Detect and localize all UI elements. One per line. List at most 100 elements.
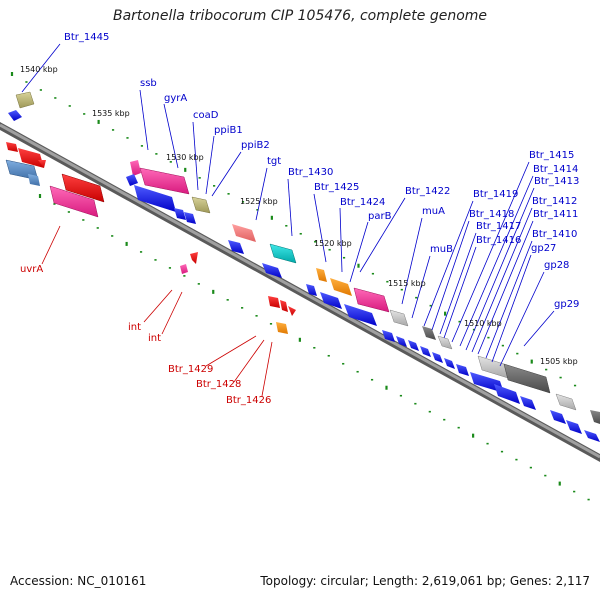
callout-line <box>443 246 477 339</box>
gene-tgt-arrow[interactable] <box>228 240 244 254</box>
callout-line <box>439 232 477 335</box>
gene-rev-salmon[interactable] <box>232 224 256 242</box>
gene-ssb[interactable] <box>130 160 141 176</box>
callout-line <box>161 291 183 335</box>
gene-label[interactable]: Btr_1429 <box>168 364 213 375</box>
gene-label[interactable]: gp29 <box>554 299 579 310</box>
gene-phage-arrow-d[interactable] <box>420 346 431 357</box>
gene-gyrA-arrow[interactable] <box>134 185 176 212</box>
gene-ppiB1-arrow[interactable] <box>174 208 186 220</box>
gene-parB[interactable] <box>353 287 390 313</box>
gene-rev-c[interactable] <box>38 160 46 168</box>
callout-line <box>477 220 534 355</box>
gene-tail[interactable] <box>590 410 600 424</box>
gene-label[interactable]: Btr_1417 <box>476 221 521 232</box>
gene-parB-arrow[interactable] <box>344 304 377 326</box>
gene-label[interactable]: tgt <box>267 156 281 167</box>
gene-phage-arrow-k[interactable] <box>550 410 566 424</box>
gene-label[interactable]: ppiB1 <box>214 125 243 136</box>
gene-phage-arrow-f[interactable] <box>444 358 455 369</box>
gene-label[interactable]: Btr_1410 <box>532 229 577 240</box>
gene-rev-b[interactable] <box>18 148 44 168</box>
gene-label[interactable]: Btr_1411 <box>533 209 578 220</box>
gene-int-1[interactable] <box>180 264 188 274</box>
gene-phage-arrow-a[interactable] <box>382 330 395 342</box>
gene-label[interactable]: Btr_1426 <box>226 395 271 406</box>
gene-label[interactable]: ssb <box>140 78 157 89</box>
gene-gp29[interactable] <box>555 393 577 411</box>
gene-btr1426[interactable] <box>276 322 288 334</box>
gene-label[interactable]: Btr_1428 <box>196 379 241 390</box>
gene-phage-arrow-c[interactable] <box>408 340 419 351</box>
gene-btr1445-arrow[interactable] <box>8 110 22 121</box>
gene-label[interactable]: Btr_1419 <box>473 189 518 200</box>
gene-btr1422[interactable] <box>389 309 409 327</box>
gene-label[interactable]: Btr_1445 <box>64 32 109 43</box>
gene-label[interactable]: Btr_1422 <box>405 186 450 197</box>
gene-phage-arrow-g[interactable] <box>456 364 469 376</box>
callout-line <box>21 43 61 93</box>
callout-line <box>139 89 149 151</box>
gene-btr1430-arrow[interactable] <box>262 263 282 278</box>
gene-label[interactable]: Btr_1425 <box>314 182 359 193</box>
gene-btr1428b[interactable] <box>288 306 296 316</box>
gene-label[interactable]: gp27 <box>531 243 556 254</box>
gene-label[interactable]: int <box>128 322 141 333</box>
gene-phage-arrow-m[interactable] <box>584 430 600 442</box>
backbone <box>0 121 600 463</box>
gene-btr1430[interactable] <box>269 243 297 264</box>
gene-label[interactable]: Btr_1418 <box>469 209 514 220</box>
map-title: Bartonella tribocorum CIP 105476, comple… <box>112 8 488 24</box>
gene-muA[interactable] <box>422 326 436 340</box>
gene-label[interactable]: int <box>148 333 161 344</box>
gene-label[interactable]: Btr_1414 <box>533 164 578 175</box>
gene-label[interactable]: Btr_1416 <box>476 235 521 246</box>
gene-int-2[interactable] <box>190 252 198 264</box>
gene-label[interactable]: parB <box>368 211 392 222</box>
gene-phage-arrow-l[interactable] <box>566 420 582 434</box>
gene-label[interactable]: Btr_1430 <box>288 167 333 178</box>
gene-label[interactable]: coaD <box>193 110 219 121</box>
gene-gyrA[interactable] <box>139 167 190 195</box>
callout-line <box>205 135 215 195</box>
gene-label[interactable]: gyrA <box>164 93 187 104</box>
gene-rev-steel-2[interactable] <box>28 174 40 186</box>
gene-ppiB2-arrow[interactable] <box>184 212 196 224</box>
callout-line <box>423 200 474 327</box>
gene-label[interactable]: muA <box>422 206 445 217</box>
gene-label[interactable]: gp28 <box>544 260 569 271</box>
gene-phage-arrow-j[interactable] <box>520 396 536 410</box>
gene-label[interactable]: Btr_1413 <box>534 176 579 187</box>
gene-label[interactable]: Btr_1415 <box>529 150 574 161</box>
gene-btr1425-arrow[interactable] <box>306 284 317 296</box>
gene-phage-arrow-i[interactable] <box>494 384 520 404</box>
gene-label[interactable]: Btr_1424 <box>340 197 385 208</box>
gene-btr1428[interactable] <box>280 300 288 312</box>
gene-ssb-arrow[interactable] <box>126 174 138 186</box>
gene-phage-arrow-e[interactable] <box>432 352 443 363</box>
callout-line <box>401 217 423 305</box>
gene-phage-arrow-b[interactable] <box>396 336 407 347</box>
gene-btr1424-arrow[interactable] <box>320 292 342 309</box>
gene-rev-a[interactable] <box>6 142 18 152</box>
callout-line <box>431 220 470 331</box>
gene-btr1429[interactable] <box>268 296 280 308</box>
gene-btr1425[interactable] <box>316 268 327 282</box>
gene-label[interactable]: Btr_1412 <box>532 196 577 207</box>
gene-btr1424[interactable] <box>330 278 352 296</box>
kbp-label: 1525 kbp <box>240 197 278 206</box>
gene-muB[interactable] <box>437 335 453 350</box>
gene-coaD[interactable] <box>191 196 211 214</box>
gene-uvrA[interactable] <box>49 185 99 218</box>
gene-gp28[interactable] <box>503 363 551 394</box>
gene-uvrA-red[interactable] <box>61 173 105 203</box>
gene-btr1445[interactable] <box>15 91 35 109</box>
callout-line <box>192 121 199 191</box>
callout-line <box>143 289 173 323</box>
gene-label[interactable]: ppiB2 <box>241 140 270 151</box>
gene-label[interactable]: muB <box>430 244 453 255</box>
tick-marks <box>10 72 590 501</box>
gene-label[interactable]: uvrA <box>20 264 43 275</box>
callout-line <box>163 103 179 169</box>
